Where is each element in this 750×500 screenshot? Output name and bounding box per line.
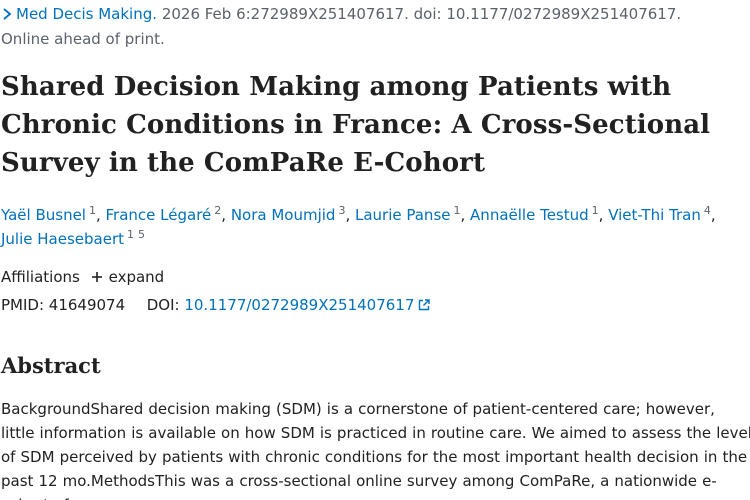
affiliation-ref[interactable]: 4 <box>703 204 711 217</box>
author: Yaël Busnel 1, <box>1 204 106 224</box>
author-affiliation-refs: 1 <box>454 204 461 217</box>
doi-value: 10.1177/0272989X251407617 <box>184 296 415 314</box>
publication-status: Online ahead of print. <box>1 30 165 48</box>
plus-icon <box>91 272 102 282</box>
abstract-text: BackgroundShared decision making (SDM) i… <box>1 400 750 500</box>
author: Viet-Thi Tran 4, <box>608 204 716 224</box>
external-link-icon <box>419 299 431 311</box>
doi-label: DOI: <box>146 296 180 314</box>
author-name-link[interactable]: Julie Haesebaert <box>1 230 124 248</box>
abstract-heading: Abstract <box>1 353 101 378</box>
journal-name: Med Decis Making. <box>16 5 158 23</box>
author: Julie Haesebaert 1 5 <box>1 228 145 248</box>
affiliation-ref[interactable]: 3 <box>338 204 346 217</box>
authors-list: Yaël Busnel 1, France Légaré 2, Nora Moumj… <box>1 203 746 251</box>
identifiers-row: PMID: 41649074 DOI: 10.1177/0272989X2514… <box>1 295 431 315</box>
citation-details: 2026 Feb 6:272989X251407617. doi: 10.117… <box>161 5 682 23</box>
author: Laurie Panse 1, <box>354 204 471 224</box>
expand-label: expand <box>108 268 165 286</box>
affiliation-ref[interactable]: 1 <box>591 204 599 217</box>
author-name-link[interactable]: Nora Moumjid <box>230 206 336 224</box>
author-name-link[interactable]: Viet-Thi Tran <box>608 206 701 224</box>
affiliations-row: Affiliations expand <box>1 267 164 287</box>
author-affiliation-refs: 4 <box>704 204 711 217</box>
affiliation-ref[interactable]: 1 <box>453 204 461 217</box>
author: France Légaré 2, <box>105 204 231 224</box>
affiliation-ref[interactable]: 1 <box>127 228 134 241</box>
author-name-link[interactable]: Laurie Panse <box>354 206 451 224</box>
journal-link[interactable]: Med Decis Making. <box>1 5 162 23</box>
affiliation-ref[interactable]: 1 <box>88 204 96 217</box>
author-name-link[interactable]: Yaël Busnel <box>1 206 86 224</box>
author: Annaëlle Testud 1, <box>470 204 609 224</box>
doi-link[interactable]: 10.1177/0272989X251407617 <box>184 296 431 314</box>
affiliation-ref[interactable]: 2 <box>214 204 222 217</box>
author: Nora Moumjid 3, <box>230 204 355 224</box>
author-affiliation-refs: 1 <box>89 204 96 217</box>
chevron-right-icon <box>3 8 12 20</box>
affiliation-ref[interactable]: 5 <box>138 228 145 241</box>
affiliations-label: Affiliations <box>1 268 80 286</box>
citation-line: Med Decis Making. 2026 Feb 6:272989X2514… <box>1 4 681 24</box>
expand-affiliations-button[interactable]: expand <box>91 267 165 287</box>
author-affiliation-refs: 1 <box>592 204 599 217</box>
author-affiliation-refs: 3 <box>338 204 345 217</box>
pmid-label: PMID: <box>1 296 45 314</box>
author-name-link[interactable]: France Légaré <box>105 206 212 224</box>
pmid-value: 41649074 <box>48 296 126 314</box>
article-title: Shared Decision Making among Patients wi… <box>1 72 711 178</box>
author-name-link[interactable]: Annaëlle Testud <box>470 206 589 224</box>
author-affiliation-refs: 2 <box>214 204 221 217</box>
